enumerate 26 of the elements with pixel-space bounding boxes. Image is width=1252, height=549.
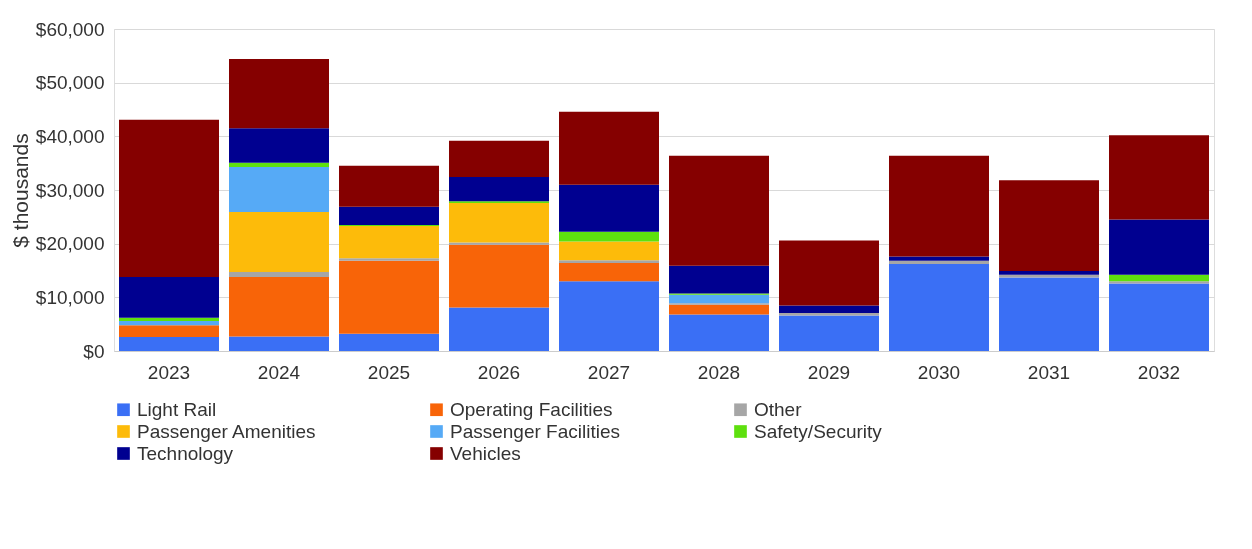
legend-label: Technology (137, 442, 234, 464)
legend-label: Light Rail (137, 398, 217, 420)
x-tick-label: 2028 (697, 361, 741, 383)
y-tick-label: $10,000 (35, 286, 105, 308)
y-axis-title: $ thousands (8, 133, 32, 248)
legend-label: Safety/Security (754, 420, 883, 442)
legend-label: Passenger Amenities (137, 420, 316, 442)
x-tick-label: 2027 (587, 361, 631, 383)
y-tick-label: $60,000 (35, 18, 105, 40)
y-tick-label: $20,000 (35, 233, 105, 255)
y-tick-label: $50,000 (35, 72, 105, 94)
x-tick-label: 2023 (147, 361, 191, 383)
x-tick-label: 2025 (367, 361, 411, 383)
x-tick-label: 2026 (477, 361, 521, 383)
x-tick-label: 2029 (807, 361, 851, 383)
y-tick-label: $0 (83, 340, 105, 362)
legend-label: Vehicles (450, 442, 521, 464)
x-tick-label: 2030 (917, 361, 961, 383)
legend-label: Other (754, 398, 803, 420)
x-tick-label: 2031 (1027, 361, 1071, 383)
y-tick-label: $40,000 (35, 125, 105, 147)
y-tick-label: $30,000 (35, 179, 105, 201)
x-tick-label: 2032 (1137, 361, 1181, 383)
legend-label: Passenger Facilities (450, 420, 621, 442)
legend-label: Operating Facilities (450, 398, 613, 420)
x-tick-label: 2024 (257, 361, 301, 383)
